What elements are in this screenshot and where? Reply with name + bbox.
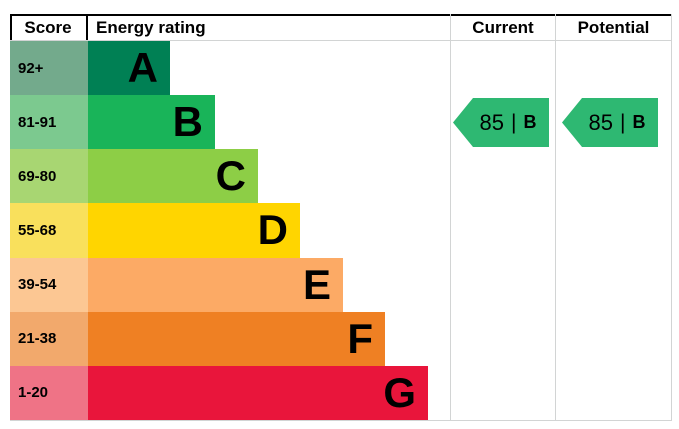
band-score-f: 21-38 (10, 311, 88, 366)
band-bar-d: D (88, 203, 300, 258)
current-column-header: Current (472, 17, 534, 37)
header-bottom-border (10, 40, 672, 41)
current-column-line (450, 14, 451, 421)
header-top-border (10, 14, 672, 16)
band-rows: 92+ A 81-91 B 69-80 C 55-68 D 39-54 (10, 41, 450, 420)
potential-rating-band: B (632, 112, 646, 132)
potential-rating-separator: | (620, 110, 626, 134)
band-bar-b: B (88, 95, 215, 150)
header-left-border (10, 14, 12, 41)
band-score-a: 92+ (10, 41, 88, 96)
band-row-f: 21-38 F (10, 311, 450, 366)
band-score-d: 55-68 (10, 203, 88, 258)
band-letter-e: E (302, 260, 331, 308)
potential-column-header: Potential (577, 17, 650, 37)
potential-rating-value: 85 (588, 109, 613, 135)
right-border-line (671, 14, 672, 421)
band-bar-c: C (88, 149, 258, 204)
current-rating-arrow: 85 | B (453, 98, 549, 147)
band-letter-g: G (383, 368, 416, 416)
band-score-e: 39-54 (10, 257, 88, 312)
band-score-g: 1-20 (10, 365, 88, 420)
band-bar-g: G (88, 365, 428, 420)
potential-column-line (555, 14, 556, 421)
band-bar-e: E (88, 257, 343, 312)
current-rating-value: 85 (479, 109, 504, 135)
band-row-b: 81-91 B (10, 95, 450, 150)
band-letter-f: F (347, 314, 373, 362)
band-row-c: 69-80 C (10, 149, 450, 204)
chart-bottom-border (10, 420, 672, 421)
band-score-b: 81-91 (10, 95, 88, 150)
band-row-g: 1-20 G (10, 365, 450, 420)
energy-rating-column-header: Energy rating (96, 17, 206, 37)
current-rating-band: B (523, 112, 537, 132)
score-column-separator (86, 14, 88, 41)
band-score-c: 69-80 (10, 149, 88, 204)
band-letter-d: D (257, 206, 288, 254)
band-letter-c: C (215, 152, 246, 200)
band-row-a: 92+ A (10, 41, 450, 96)
band-bar-a: A (88, 41, 170, 96)
band-bar-f: F (88, 311, 385, 366)
band-row-e: 39-54 E (10, 257, 450, 312)
band-letter-b: B (172, 98, 203, 146)
current-rating-separator: | (511, 110, 517, 134)
potential-rating-arrow: 85 | B (562, 98, 658, 147)
band-row-d: 55-68 D (10, 203, 450, 258)
score-column-header: Score (24, 17, 72, 37)
band-letter-a: A (127, 44, 158, 92)
